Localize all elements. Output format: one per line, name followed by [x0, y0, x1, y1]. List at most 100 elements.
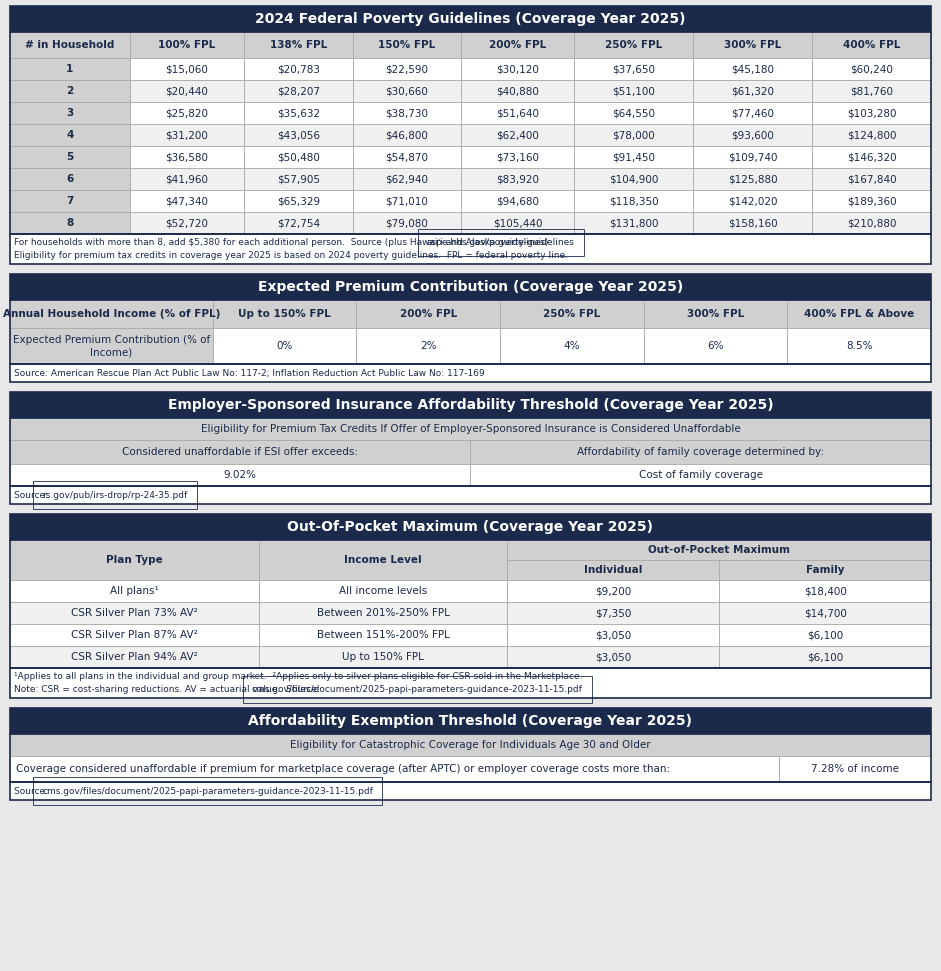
Bar — [10, 418, 931, 486]
Text: cms.gov/files/document/2025-papi-parameters-guidance-2023-11-15.pdf: cms.gov/files/document/2025-papi-paramet… — [42, 787, 374, 795]
Text: $45,180: $45,180 — [731, 64, 774, 74]
Bar — [357, 300, 500, 328]
Bar — [130, 124, 244, 146]
Text: $30,660: $30,660 — [386, 86, 428, 96]
Bar — [719, 602, 931, 624]
Text: 9.02%: 9.02% — [224, 470, 257, 480]
Bar — [461, 212, 574, 234]
Text: Annual Household Income (% of FPL): Annual Household Income (% of FPL) — [3, 309, 220, 319]
Bar — [461, 124, 574, 146]
Text: 250% FPL: 250% FPL — [543, 309, 600, 319]
Text: $6,100: $6,100 — [807, 652, 843, 662]
Text: 2%: 2% — [420, 341, 437, 351]
Bar — [694, 190, 812, 212]
Bar — [644, 328, 788, 364]
Bar — [812, 212, 931, 234]
Text: $35,632: $35,632 — [277, 108, 320, 118]
Text: 2: 2 — [66, 86, 73, 96]
Bar — [10, 514, 931, 540]
Bar — [244, 102, 353, 124]
Bar — [694, 102, 812, 124]
Text: $43,056: $43,056 — [277, 130, 320, 140]
Bar — [812, 146, 931, 168]
Bar — [10, 734, 931, 756]
Bar — [130, 102, 244, 124]
Bar — [574, 32, 694, 58]
Text: $105,440: $105,440 — [493, 218, 542, 228]
Bar — [812, 32, 931, 58]
Bar — [10, 32, 130, 58]
Bar — [244, 212, 353, 234]
Text: 300% FPL: 300% FPL — [725, 40, 781, 50]
Bar — [10, 274, 931, 300]
Text: $142,020: $142,020 — [728, 196, 777, 206]
Text: For households with more than 8, add $5,380 for each additional person.  Source : For households with more than 8, add $5,… — [14, 238, 554, 247]
Bar — [130, 146, 244, 168]
Bar — [574, 58, 694, 80]
Text: $91,450: $91,450 — [612, 152, 655, 162]
Text: $94,680: $94,680 — [496, 196, 539, 206]
Bar — [259, 580, 507, 602]
Text: $57,905: $57,905 — [277, 174, 320, 184]
Text: Family: Family — [805, 565, 844, 575]
Text: rs.gov/pub/irs-drop/rp-24-35.pdf: rs.gov/pub/irs-drop/rp-24-35.pdf — [42, 490, 187, 499]
Bar — [10, 124, 130, 146]
Text: Source: American Rescue Plan Act Public Law No: 117-2; Inflation Reduction Act P: Source: American Rescue Plan Act Public … — [14, 369, 485, 378]
Text: $131,800: $131,800 — [609, 218, 659, 228]
Text: Affordability Exemption Threshold (Coverage Year 2025): Affordability Exemption Threshold (Cover… — [248, 714, 693, 728]
Bar — [244, 58, 353, 80]
Text: $125,880: $125,880 — [728, 174, 777, 184]
Bar — [10, 234, 931, 264]
Text: $64,550: $64,550 — [612, 108, 655, 118]
Text: $124,800: $124,800 — [847, 130, 897, 140]
Text: Between 201%-250% FPL: Between 201%-250% FPL — [316, 608, 450, 618]
Text: $41,960: $41,960 — [166, 174, 208, 184]
Bar — [507, 602, 719, 624]
Text: Eligibility for Catastrophic Coverage for Individuals Age 30 and Older: Eligibility for Catastrophic Coverage fo… — [290, 740, 651, 750]
Text: $73,160: $73,160 — [496, 152, 539, 162]
Bar — [812, 80, 931, 102]
Bar — [10, 212, 130, 234]
Text: Income Level: Income Level — [344, 555, 422, 565]
Text: $46,800: $46,800 — [386, 130, 428, 140]
Text: $93,600: $93,600 — [731, 130, 774, 140]
Bar — [500, 328, 644, 364]
Bar — [10, 328, 213, 364]
Bar — [10, 540, 931, 668]
Bar — [10, 418, 931, 440]
Text: $61,320: $61,320 — [731, 86, 774, 96]
Text: $50,480: $50,480 — [277, 152, 320, 162]
Bar — [10, 392, 931, 418]
Bar — [10, 190, 130, 212]
Bar — [461, 58, 574, 80]
Text: Between 151%-200% FPL: Between 151%-200% FPL — [316, 630, 450, 640]
Text: $14,700: $14,700 — [804, 608, 847, 618]
Bar — [130, 212, 244, 234]
Text: 200% FPL: 200% FPL — [400, 309, 456, 319]
Bar — [244, 146, 353, 168]
Bar — [507, 646, 719, 668]
Text: 3: 3 — [66, 108, 73, 118]
Text: $37,650: $37,650 — [612, 64, 655, 74]
Text: 400% FPL & Above: 400% FPL & Above — [804, 309, 915, 319]
Bar — [574, 190, 694, 212]
Text: # in Household: # in Household — [25, 40, 115, 50]
Bar — [10, 58, 130, 80]
Bar — [259, 602, 507, 624]
Text: $38,730: $38,730 — [386, 108, 428, 118]
Text: Source:: Source: — [14, 787, 51, 795]
Bar — [10, 646, 259, 668]
Bar — [353, 124, 461, 146]
Text: 7.28% of income: 7.28% of income — [811, 764, 899, 774]
Bar — [694, 80, 812, 102]
Text: Out-Of-Pocket Maximum (Coverage Year 2025): Out-Of-Pocket Maximum (Coverage Year 202… — [288, 520, 653, 534]
Bar — [10, 168, 130, 190]
Bar — [719, 560, 931, 580]
Text: Expected Premium Contribution (Coverage Year 2025): Expected Premium Contribution (Coverage … — [258, 280, 683, 294]
Bar — [10, 300, 931, 364]
Text: 100% FPL: 100% FPL — [158, 40, 215, 50]
Text: 200% FPL: 200% FPL — [488, 40, 546, 50]
Text: Up to 150% FPL: Up to 150% FPL — [343, 652, 424, 662]
Text: $51,100: $51,100 — [612, 86, 655, 96]
Text: $15,060: $15,060 — [166, 64, 208, 74]
